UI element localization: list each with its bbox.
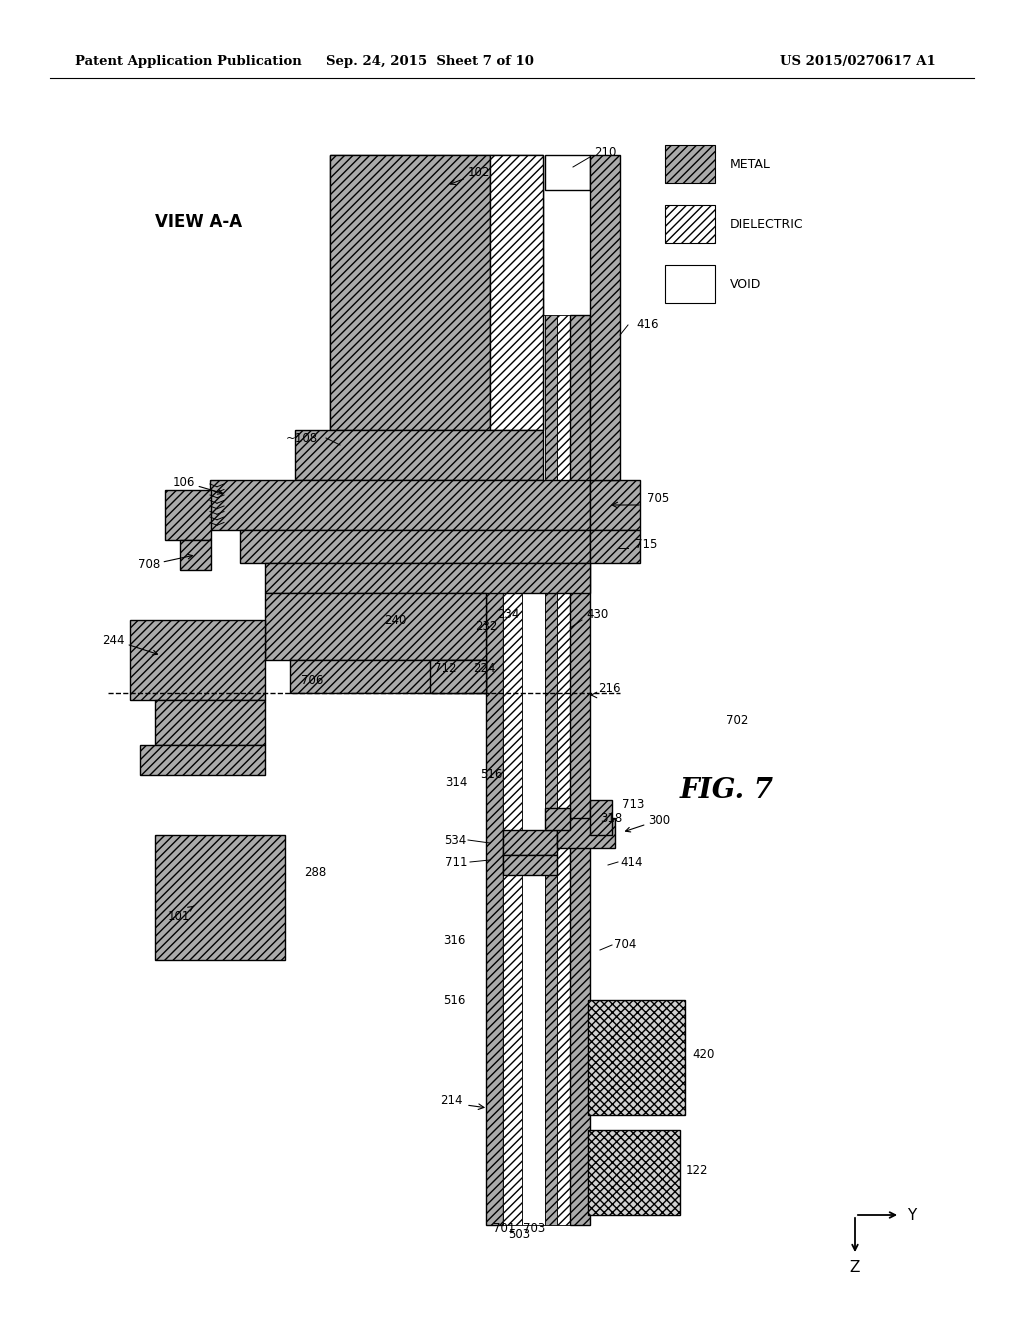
Text: 232: 232 xyxy=(475,620,498,634)
Text: 503: 503 xyxy=(508,1229,530,1242)
Bar xyxy=(570,315,590,1225)
Text: Y: Y xyxy=(907,1208,916,1222)
Text: 101: 101 xyxy=(168,906,194,923)
Bar xyxy=(522,315,545,1225)
Text: METAL: METAL xyxy=(730,157,771,170)
Bar xyxy=(210,480,590,531)
Text: Sep. 24, 2015  Sheet 7 of 10: Sep. 24, 2015 Sheet 7 of 10 xyxy=(326,55,534,69)
Text: VOID: VOID xyxy=(730,277,762,290)
Bar xyxy=(265,593,486,660)
Text: 122: 122 xyxy=(686,1163,709,1176)
Text: 516: 516 xyxy=(442,994,465,1006)
Text: 214: 214 xyxy=(440,1093,463,1106)
Text: 234: 234 xyxy=(497,609,519,622)
Text: 713: 713 xyxy=(622,799,644,812)
Text: Patent Application Publication: Patent Application Publication xyxy=(75,55,302,69)
Text: 216: 216 xyxy=(598,681,621,694)
Text: 102: 102 xyxy=(451,166,490,185)
Bar xyxy=(665,205,715,243)
Text: Z: Z xyxy=(850,1261,860,1275)
Text: 706: 706 xyxy=(301,673,324,686)
Text: 318: 318 xyxy=(600,812,623,825)
Text: 703: 703 xyxy=(523,1221,545,1234)
Bar xyxy=(295,430,543,480)
Text: 416: 416 xyxy=(636,318,658,331)
Text: 314: 314 xyxy=(445,776,468,789)
Bar xyxy=(590,800,612,836)
Bar xyxy=(430,660,486,693)
Bar xyxy=(590,154,620,480)
Bar xyxy=(590,480,640,531)
Text: 430: 430 xyxy=(586,609,608,622)
Text: 516: 516 xyxy=(480,768,503,781)
Bar xyxy=(290,660,486,693)
Text: VIEW A-A: VIEW A-A xyxy=(155,213,242,231)
Text: 210: 210 xyxy=(594,147,616,160)
Bar xyxy=(503,830,557,855)
Bar xyxy=(155,836,285,960)
Bar xyxy=(490,154,543,430)
Text: 224: 224 xyxy=(473,661,496,675)
Bar xyxy=(180,540,211,570)
Bar xyxy=(588,1130,680,1214)
Bar xyxy=(545,315,557,1225)
Text: 420: 420 xyxy=(692,1048,715,1061)
Bar xyxy=(557,315,570,1225)
Bar xyxy=(545,154,590,190)
Text: 300: 300 xyxy=(626,813,670,832)
Bar xyxy=(588,1001,685,1115)
Text: 704: 704 xyxy=(614,939,636,952)
Bar xyxy=(240,531,590,564)
Bar xyxy=(330,154,543,430)
Text: 715: 715 xyxy=(635,539,657,552)
Text: 240: 240 xyxy=(384,614,407,627)
Bar xyxy=(590,531,640,564)
Bar xyxy=(155,700,265,744)
Text: FIG. 7: FIG. 7 xyxy=(680,776,774,804)
Bar xyxy=(665,145,715,183)
Bar xyxy=(665,265,715,304)
Text: 712: 712 xyxy=(434,661,457,675)
Bar xyxy=(165,490,211,540)
Text: US 2015/0270617 A1: US 2015/0270617 A1 xyxy=(780,55,936,69)
Bar xyxy=(330,154,490,430)
Bar xyxy=(140,744,265,775)
Text: 414: 414 xyxy=(620,855,642,869)
Text: 705: 705 xyxy=(647,491,670,504)
Text: 534: 534 xyxy=(443,833,466,846)
Bar xyxy=(557,818,615,847)
Text: 711: 711 xyxy=(444,855,467,869)
Bar xyxy=(486,315,503,1225)
Text: 288: 288 xyxy=(304,866,326,879)
Text: 106: 106 xyxy=(173,475,222,494)
Bar xyxy=(265,564,590,593)
Text: 244: 244 xyxy=(102,634,158,655)
Text: 702: 702 xyxy=(726,714,749,726)
Text: 316: 316 xyxy=(443,933,466,946)
Bar xyxy=(545,808,570,830)
Bar xyxy=(503,855,557,875)
Text: 708: 708 xyxy=(138,554,193,572)
Bar xyxy=(503,315,522,1225)
Bar xyxy=(130,620,265,700)
Text: ~108: ~108 xyxy=(286,432,318,445)
Text: 701: 701 xyxy=(493,1221,515,1234)
Text: DIELECTRIC: DIELECTRIC xyxy=(730,218,804,231)
